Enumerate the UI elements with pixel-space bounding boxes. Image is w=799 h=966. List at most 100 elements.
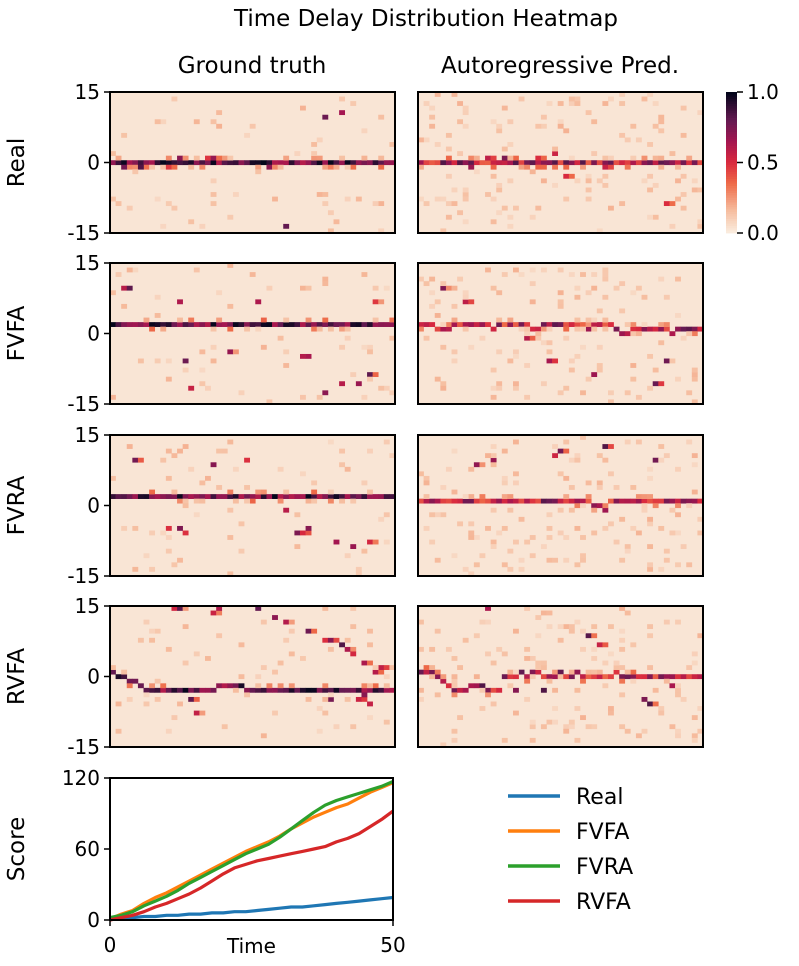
heatmap-cell xyxy=(641,96,648,102)
heatmap-cell xyxy=(232,192,239,197)
heatmap-cell xyxy=(557,507,564,513)
colorbar-segment xyxy=(726,228,737,232)
heatmap-cell xyxy=(535,326,542,332)
heatmap-cell xyxy=(322,390,329,396)
heatmap-cell xyxy=(697,219,704,225)
heatmap-cell xyxy=(462,105,469,111)
heatmap-cell xyxy=(445,683,452,689)
heatmap-cell xyxy=(327,687,334,693)
heatmap-cell xyxy=(339,344,346,350)
heatmap-cell xyxy=(232,322,239,327)
heatmap-cell xyxy=(244,132,251,138)
heatmap-cell xyxy=(283,489,290,495)
heatmap-cell xyxy=(602,507,609,513)
heatmap-cell xyxy=(238,674,245,680)
heatmap-cell xyxy=(641,503,648,509)
heatmap-cell xyxy=(524,331,531,337)
heatmap-cell xyxy=(462,322,469,327)
heatmap-cell xyxy=(647,633,654,639)
heatmap-cell xyxy=(490,160,497,166)
heatmap-cell xyxy=(216,160,223,166)
heatmap-cell xyxy=(635,326,642,332)
heatmap-cell xyxy=(675,503,681,509)
heatmap-cell xyxy=(691,372,698,378)
heatmap-cell xyxy=(574,353,581,359)
heatmap-cell xyxy=(675,498,681,504)
heatmap-cell xyxy=(613,485,620,490)
heatmap-cell xyxy=(613,539,620,545)
colorbar-segment xyxy=(726,122,737,126)
heatmap-cell xyxy=(266,164,273,170)
heatmap-cell xyxy=(613,160,620,166)
series-line-rvfa xyxy=(109,809,394,922)
heatmap-cell xyxy=(244,322,251,327)
colorbar-segment xyxy=(726,188,737,192)
heatmap-cell xyxy=(322,276,329,282)
heatmap-cell xyxy=(557,471,564,477)
heatmap-cell xyxy=(177,606,183,611)
heatmap-cell xyxy=(608,498,614,504)
heatmap-cell xyxy=(367,489,373,495)
heatmap-cell xyxy=(238,160,245,166)
heatmap-cell xyxy=(361,128,368,134)
y-tick-label: 0 xyxy=(87,665,100,689)
heatmap-cell xyxy=(647,466,654,472)
heatmap-cell xyxy=(311,628,318,634)
heatmap-cell xyxy=(557,624,564,630)
heatmap-cell xyxy=(361,322,368,327)
heatmap-cell xyxy=(193,322,200,327)
heatmap-cell xyxy=(322,637,329,643)
heatmap-cell xyxy=(675,687,681,693)
heatmap-cell xyxy=(624,160,631,166)
colorbar-segment xyxy=(726,155,737,159)
heatmap-cell xyxy=(647,701,654,707)
heatmap-cell xyxy=(216,123,223,129)
colorbar-segment xyxy=(726,129,737,133)
heatmap-cell xyxy=(602,294,609,300)
heatmap-cell xyxy=(165,535,172,540)
heatmap-cell xyxy=(591,724,598,730)
heatmap-cell xyxy=(355,687,362,693)
heatmap-cell xyxy=(574,294,581,300)
colorbar-segment xyxy=(726,216,737,220)
heatmap-cell xyxy=(451,187,458,193)
heatmap-cell xyxy=(429,290,436,296)
heatmap-cell xyxy=(540,114,547,120)
heatmap-cell xyxy=(479,706,486,711)
heatmap-cell xyxy=(300,494,306,499)
y-axis-label: Score xyxy=(4,817,30,881)
heatmap-cell xyxy=(344,326,351,332)
heatmap-cell xyxy=(691,331,698,337)
heatmap-cell xyxy=(641,326,648,332)
heatmap-cell xyxy=(507,142,514,147)
heatmap-cell xyxy=(110,665,116,670)
heatmap-cell xyxy=(216,485,223,490)
heatmap-cell xyxy=(210,326,217,332)
heatmap-cell xyxy=(210,119,217,125)
heatmap-cell xyxy=(608,399,614,405)
heatmap-cell xyxy=(260,733,267,739)
heatmap-cell xyxy=(429,322,436,327)
heatmap-cell xyxy=(372,299,379,305)
heatmap-cell xyxy=(294,494,301,499)
heatmap-cell xyxy=(434,160,441,166)
heatmap-cell xyxy=(451,92,458,97)
heatmap-cell xyxy=(529,724,536,730)
heatmap-cell xyxy=(552,182,559,188)
heatmap-cell xyxy=(249,494,256,499)
heatmap-cell xyxy=(663,498,670,504)
heatmap-cell xyxy=(540,155,547,161)
heatmap-cell xyxy=(501,494,508,499)
heatmap-cell xyxy=(350,724,357,730)
heatmap-cell xyxy=(635,137,642,143)
heatmap-cell xyxy=(518,272,525,277)
heatmap-cell xyxy=(591,322,598,327)
heatmap-cell xyxy=(210,610,217,616)
heatmap-cell xyxy=(462,326,469,332)
heatmap-cell xyxy=(580,503,586,509)
heatmap-cell xyxy=(367,642,373,648)
colorbar-segment xyxy=(726,167,737,170)
heatmap-cell xyxy=(580,628,586,634)
heatmap-cell xyxy=(149,322,156,327)
heatmap-cell xyxy=(154,294,161,300)
